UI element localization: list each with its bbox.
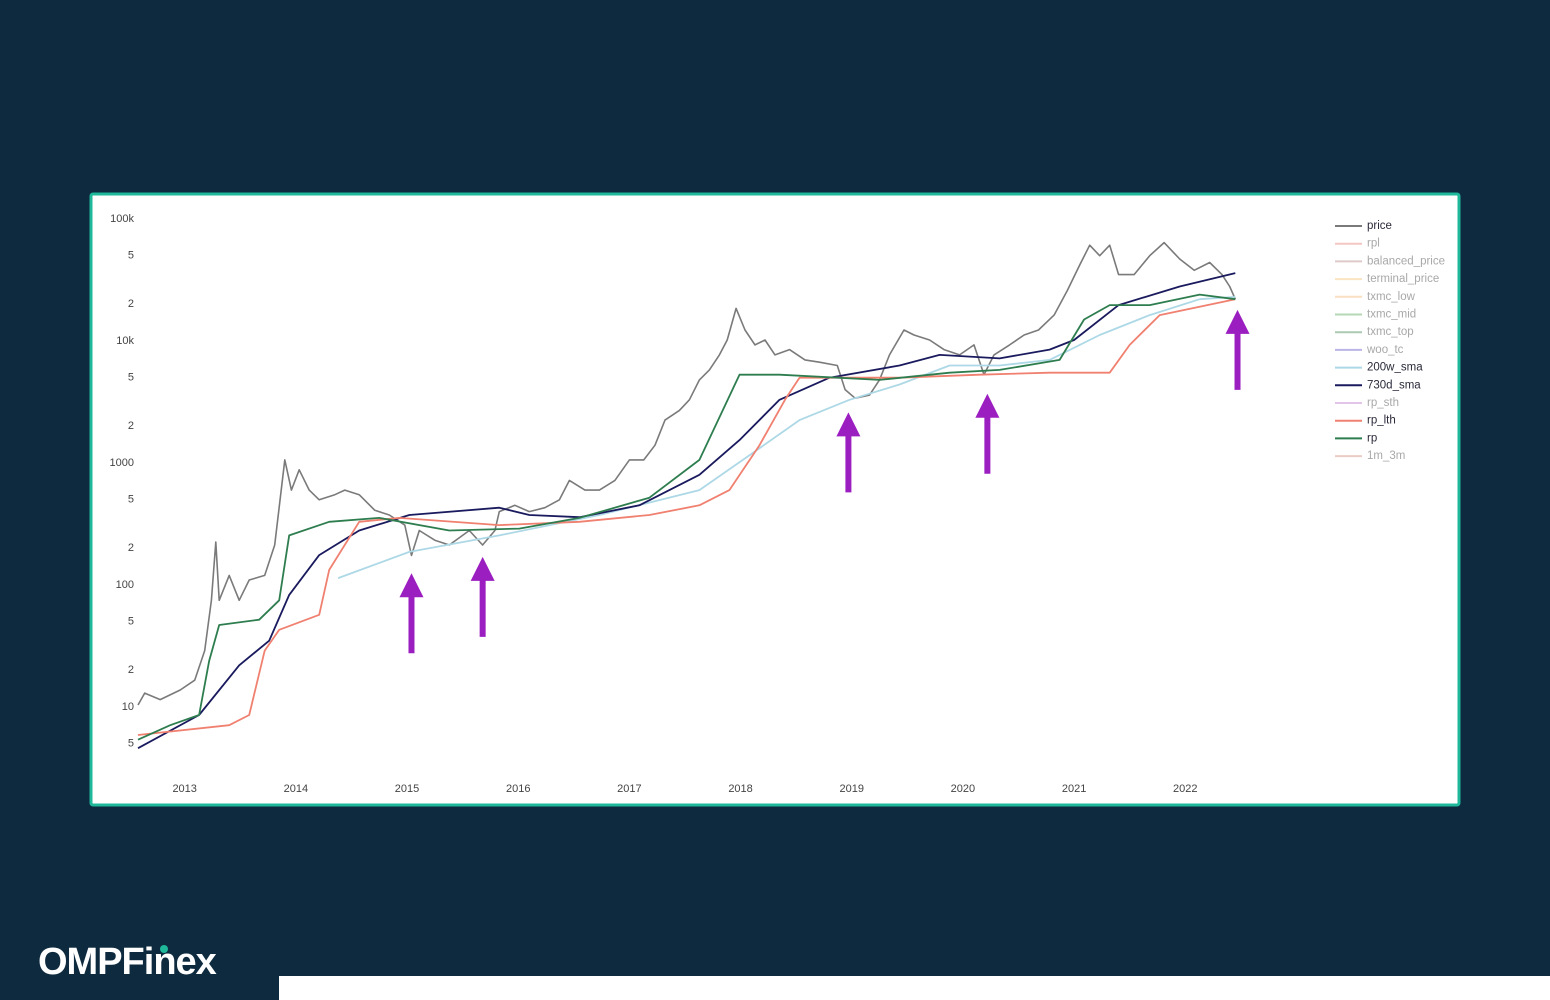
legend-label: 730d_sma	[1367, 379, 1421, 391]
annotation-arrow	[975, 393, 1000, 474]
legend-label: txmc_low	[1367, 291, 1416, 303]
series-line	[337, 296, 1236, 579]
annotation-arrow	[399, 573, 424, 654]
y-tick-label: 2	[128, 542, 134, 554]
y-tick-label: 2	[128, 298, 134, 310]
y-tick-label: 10	[122, 701, 134, 713]
x-tick-label: 2017	[617, 783, 641, 795]
y-tick-label: 5	[128, 738, 134, 750]
y-tick-label: 2	[128, 664, 134, 676]
legend-label: txmc_top	[1367, 326, 1414, 338]
y-tick-label: 100	[116, 579, 134, 591]
x-tick-label: 2013	[172, 783, 196, 795]
legend-label: 1m_3m	[1367, 450, 1405, 462]
y-tick-label: 2	[128, 420, 134, 432]
chart-card	[89, 192, 1461, 807]
chart: 100k 5 2 10k 5 2 1000 5 2 100 5 2 10 5 2013 2014 2015 201…	[110, 213, 1446, 795]
x-tick-label: 2019	[839, 783, 863, 795]
x-tick-label: 2021	[1062, 783, 1086, 795]
legend-label: rpl	[1367, 238, 1380, 250]
annotation-arrow	[1225, 309, 1250, 390]
footer-bar	[279, 976, 1550, 1000]
annotation-arrow	[836, 412, 861, 493]
series-line	[137, 293, 1236, 741]
brand-logo: OMPFinex	[38, 941, 217, 983]
legend-label: woo_tc	[1366, 344, 1404, 356]
y-tick-label: 10k	[116, 335, 134, 347]
x-tick-label: 2016	[506, 783, 530, 795]
y-tick-label: 5	[128, 250, 134, 262]
x-tick-label: 2022	[1173, 783, 1197, 795]
logo-dot	[160, 945, 168, 953]
legend-label: rp_lth	[1367, 415, 1396, 427]
legend-label: rp_sth	[1367, 397, 1399, 409]
series-line	[137, 298, 1236, 736]
legend-label: terminal_price	[1367, 273, 1439, 285]
x-tick-label: 2018	[728, 783, 752, 795]
x-tick-label: 2020	[951, 783, 975, 795]
y-tick-label: 5	[128, 616, 134, 628]
y-tick-label: 1000	[110, 457, 134, 469]
legend-label: balanced_price	[1367, 255, 1445, 267]
legend-label: 200w_sma	[1367, 362, 1423, 374]
y-tick-label: 100k	[110, 213, 134, 225]
legend-label: txmc_mid	[1367, 309, 1416, 321]
y-tick-label: 5	[128, 494, 134, 506]
annotation-arrow	[470, 556, 495, 637]
x-tick-label: 2014	[284, 783, 308, 795]
series-line	[137, 272, 1236, 749]
legend-label: rp	[1367, 432, 1377, 444]
series-line	[137, 241, 1237, 706]
x-tick-label: 2015	[395, 783, 419, 795]
legend-label: price	[1367, 220, 1392, 232]
y-tick-label: 5	[128, 372, 134, 384]
